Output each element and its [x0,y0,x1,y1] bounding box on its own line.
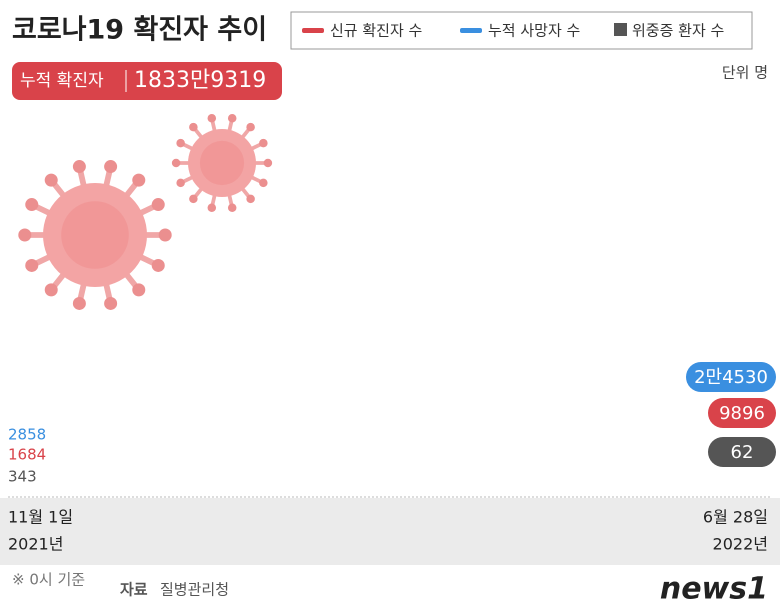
end-value-label: 9896 [719,403,765,424]
logo: news1 [660,572,768,607]
end-value-label: 2만4530 [694,367,768,388]
virus-knob [132,283,146,297]
x-year-label: 2021년 [8,535,63,554]
virus-knob [227,114,237,123]
x-year-label: 2022년 [713,535,768,554]
virus-knob [171,158,181,168]
virus-knob [18,228,32,242]
virus-knob [227,203,237,212]
virus-knob [259,138,268,148]
virus-knob [176,138,185,148]
virus-knob [246,122,255,132]
virus-knob [176,178,185,188]
virus-knob [25,198,39,212]
badge-value: 1833만9319 [134,68,266,93]
legend-swatch [302,28,324,33]
badge [12,62,282,100]
virus-knob [158,228,172,242]
virus-knob [189,122,198,132]
virus-knob [189,194,198,204]
virus-knob [44,173,58,187]
legend-label: 위중증 환자 수 [632,22,724,40]
end-label-pill [686,362,776,392]
virus-knob [259,178,268,188]
virus-core [61,201,129,269]
unit-label: 단위 명 [722,64,768,82]
x-tick-label: 11월 1일 [8,508,73,527]
virus-knob [72,296,86,310]
virus-knob [246,194,255,204]
virus-knob [151,198,165,212]
legend-label: 누적 사망자 수 [488,22,580,40]
source: 질병관리청 [160,581,229,599]
virus-core [199,140,245,186]
virus-knob [132,173,146,187]
x-tick-label: 6월 28일 [703,508,768,527]
virus-knob [104,296,118,310]
virus-knob [207,114,217,123]
legend-swatch [614,23,627,36]
start-value-label: 1684 [8,446,46,464]
virus-knob [25,258,39,272]
badge-label: 누적 확진자 [20,71,104,91]
legend-box [290,11,753,50]
end-label-pill [708,437,776,467]
source-label: 자료 [120,581,148,599]
legend-swatch [460,28,482,33]
virus-knob [72,160,86,174]
chart-title: 코로나19 확진자 추이 [12,15,267,46]
end-label-pill [708,398,776,428]
virus-knob [151,258,165,272]
virus-knob [207,203,217,212]
legend-label: 신규 확진자 수 [330,22,422,40]
virus-knob [104,160,118,174]
virus-illustration [18,114,273,310]
start-value-label: 2858 [8,426,46,444]
start-value-label: 343 [8,468,37,486]
x-axis-band [0,498,780,565]
virus-knob [263,158,273,168]
note: ※ 0시 기준 [12,571,85,589]
end-value-label: 62 [731,442,754,463]
virus-knob [44,283,58,297]
